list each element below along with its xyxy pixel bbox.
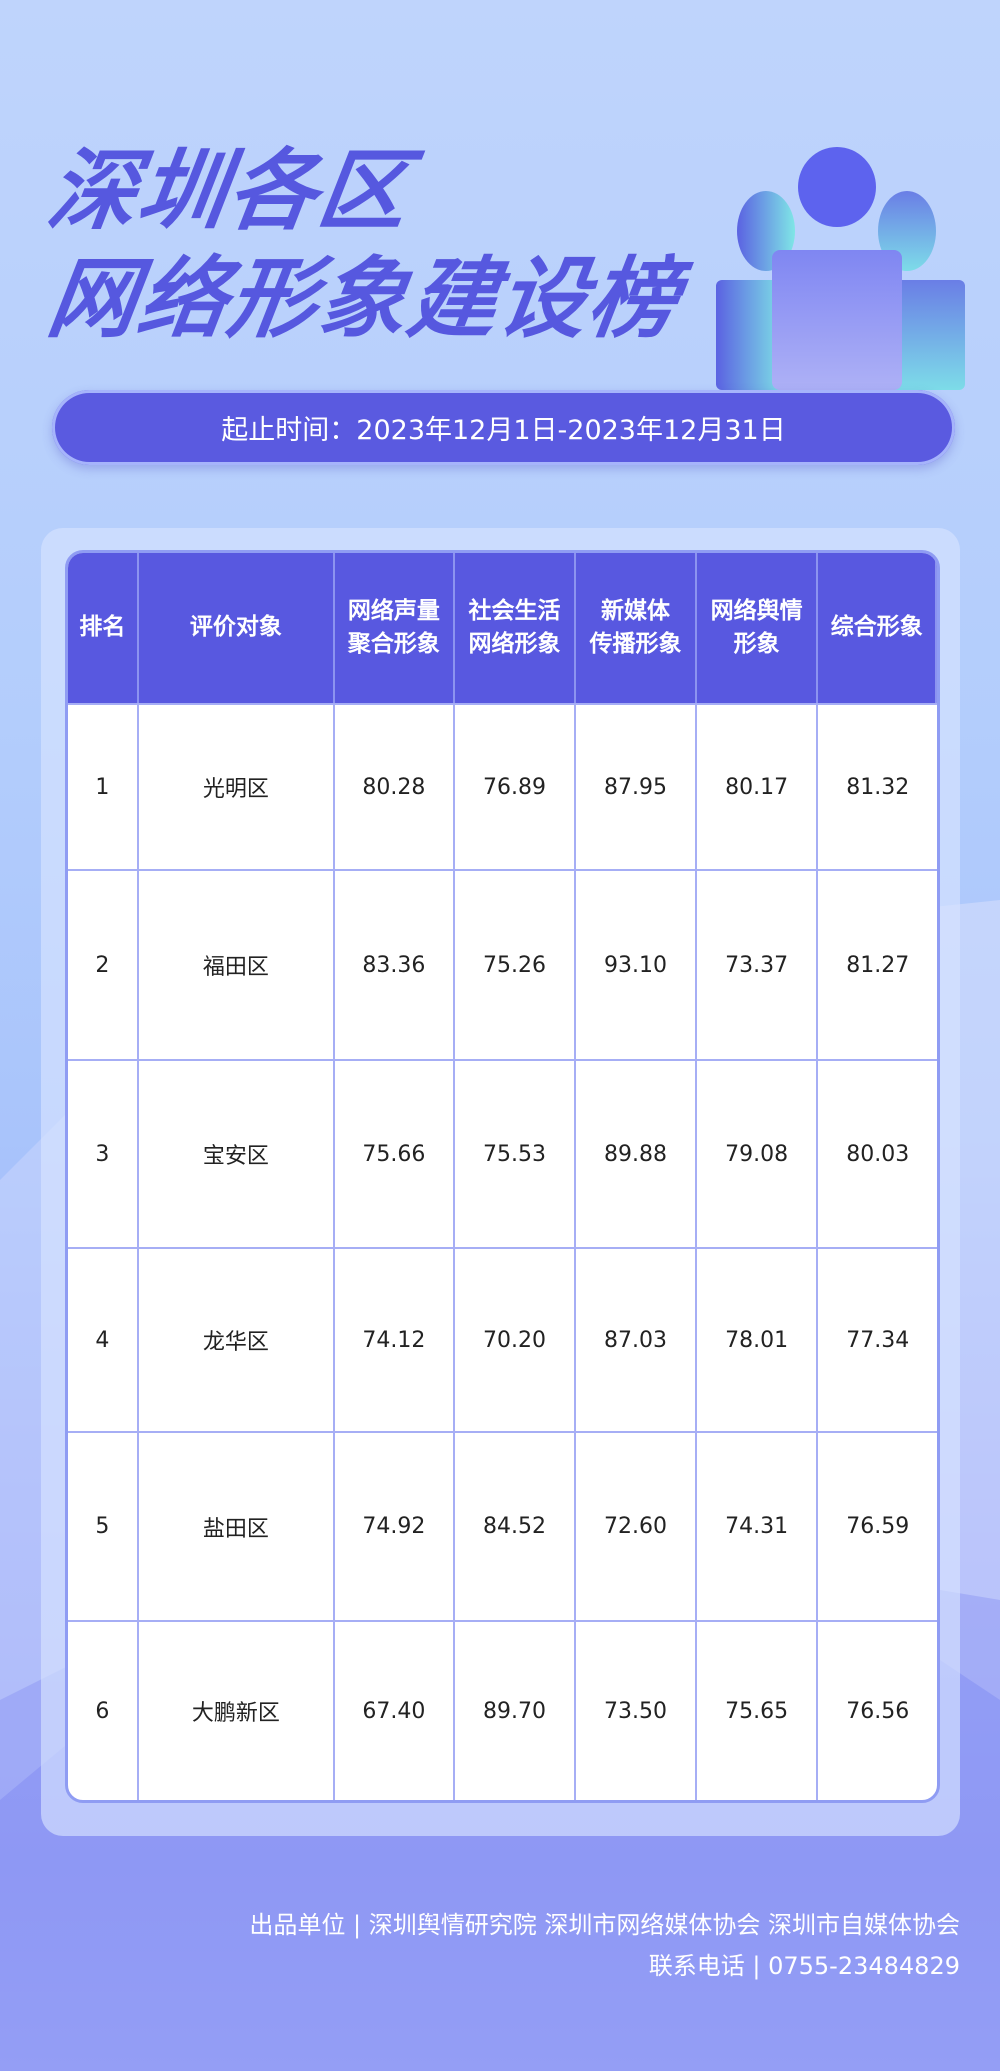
table-cell: 87.95: [576, 705, 697, 869]
table-cell: 73.50: [576, 1622, 697, 1800]
column-header: 评价对象: [138, 553, 336, 703]
table-row: 2 福田区 83.36 75.26 93.10 73.37 81.27: [68, 869, 937, 1059]
table-cell: 75.65: [697, 1622, 819, 1800]
table-cell: 75.53: [455, 1061, 577, 1247]
table-cell: 72.60: [576, 1433, 697, 1620]
table-cell: 84.52: [455, 1433, 577, 1620]
table-cell: 78.01: [697, 1249, 819, 1431]
ranking-table: 排名 评价对象 网络声量 聚合形象 社会生活 网络形象 新媒体 传播形象 网络舆情 形象综…: [65, 550, 940, 1803]
table-cell: 83.36: [335, 871, 455, 1059]
table-cell: 80.03: [846, 1141, 910, 1167]
table-cell: 80.17: [697, 705, 819, 869]
table-cell: 77.34: [846, 1327, 910, 1353]
table-cell: 盐田区: [139, 1433, 336, 1620]
table-row: 6 大鹏新区 67.40 89.70 73.50 75.65 76.56: [68, 1620, 937, 1800]
table-cell: 87.03: [576, 1249, 697, 1431]
page-title-line2: 网络形象建设榜: [41, 247, 687, 350]
table-cell: 1: [68, 705, 139, 869]
column-header: 新媒体 传播形象: [576, 553, 697, 703]
column-header: 综合形象: [818, 553, 937, 703]
column-header: 网络声量 聚合形象: [335, 553, 455, 703]
table-cell: 3: [68, 1061, 139, 1247]
table-cell: 75.26: [455, 871, 577, 1059]
table-cell: 81.32: [846, 774, 910, 800]
table-cell: 67.40: [335, 1622, 455, 1800]
table-cell: 81.27: [846, 952, 910, 978]
table-row: 1 光明区 80.28 76.89 87.95 80.17 81.32: [68, 703, 937, 869]
table-cell: 5: [68, 1433, 139, 1620]
table-cell: 76.59: [846, 1514, 910, 1539]
table-cell: 89.88: [576, 1061, 697, 1247]
table-cell: 73.37: [697, 871, 819, 1059]
table-row: 5 盐田区 74.92 84.52 72.60 74.31 76.59: [68, 1431, 937, 1620]
column-header: 排名: [68, 553, 139, 703]
table-cell: 93.10: [576, 871, 697, 1059]
table-cell: 光明区: [139, 705, 336, 869]
table-cell: 福田区: [139, 871, 336, 1059]
table-cell: 75.66: [335, 1061, 455, 1247]
table-header-row: 排名 评价对象 网络声量 聚合形象 社会生活 网络形象 新媒体 传播形象 网络舆情 形象综…: [68, 553, 937, 703]
table-cell: 74.31: [697, 1433, 819, 1620]
column-header: 社会生活 网络形象: [454, 553, 577, 703]
table-cell: 74.92: [335, 1433, 455, 1620]
table-cell: 74.12: [335, 1249, 455, 1431]
table-cell: 4: [68, 1249, 139, 1431]
date-range-banner: 起止时间：2023年12月1日-2023年12月31日: [52, 390, 955, 465]
footer-producers: 出品单位 | 深圳舆情研究院 深圳市网络媒体协会 深圳市自媒体协会: [249, 1911, 960, 1939]
table-cell: 76.89: [455, 705, 577, 869]
table-cell: 79.08: [697, 1061, 819, 1247]
footer-contact: 联系电话 | 0755-23484829: [648, 1952, 960, 1980]
table-row: 3 宝安区 75.66 75.53 89.88 79.08 80.03: [68, 1059, 937, 1247]
table-cell: 大鹏新区: [139, 1622, 336, 1800]
column-header: 网络舆情 形象: [696, 553, 819, 703]
table-cell: 89.70: [455, 1622, 577, 1800]
table-cell: 70.20: [455, 1249, 577, 1431]
table-cell: 2: [68, 871, 139, 1059]
table-cell: 80.28: [335, 705, 455, 869]
table-cell: 龙华区: [139, 1249, 336, 1431]
people-group-icon: [716, 147, 965, 390]
table-cell: 76.56: [846, 1698, 910, 1724]
table-row: 4 龙华区 74.12 70.20 87.03 78.01 77.34: [68, 1247, 937, 1431]
table-cell: 6: [68, 1622, 139, 1800]
table-cell: 宝安区: [139, 1061, 336, 1247]
